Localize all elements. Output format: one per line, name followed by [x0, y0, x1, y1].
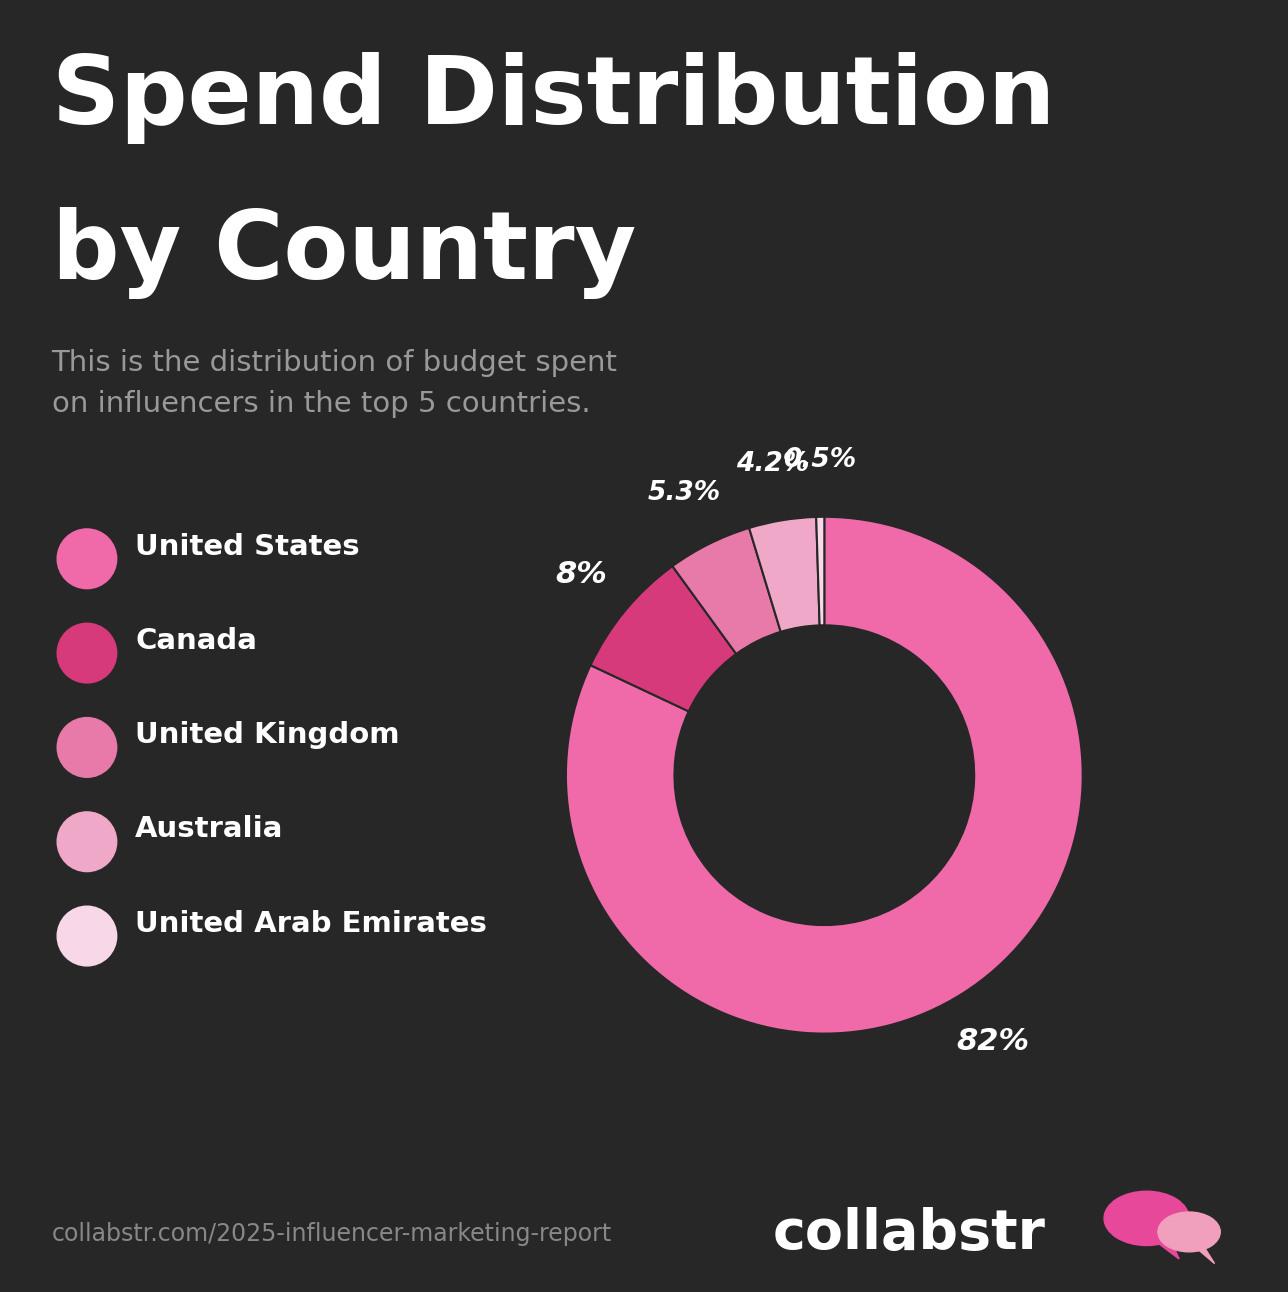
- Circle shape: [57, 906, 117, 966]
- Circle shape: [57, 717, 117, 778]
- Text: Canada: Canada: [135, 627, 258, 655]
- Text: 8%: 8%: [555, 559, 608, 589]
- Text: collabstr.com/2025-influencer-marketing-report: collabstr.com/2025-influencer-marketing-…: [52, 1222, 612, 1245]
- Text: 82%: 82%: [957, 1027, 1029, 1056]
- Circle shape: [57, 528, 117, 589]
- Text: This is the distribution of budget spent
on influencers in the top 5 countries.: This is the distribution of budget spent…: [52, 349, 617, 419]
- Text: collabstr: collabstr: [773, 1207, 1046, 1261]
- Wedge shape: [750, 517, 819, 632]
- Wedge shape: [565, 517, 1083, 1034]
- Circle shape: [1158, 1212, 1220, 1252]
- Text: Spend Distribution: Spend Distribution: [52, 52, 1055, 143]
- Text: United States: United States: [135, 532, 359, 561]
- Text: Australia: Australia: [135, 815, 283, 844]
- Polygon shape: [1155, 1236, 1180, 1258]
- Text: United Arab Emirates: United Arab Emirates: [135, 910, 487, 938]
- Text: by Country: by Country: [52, 207, 636, 298]
- Text: 4.2%: 4.2%: [737, 451, 810, 477]
- Text: United Kingdom: United Kingdom: [135, 721, 399, 749]
- Wedge shape: [817, 517, 824, 625]
- Circle shape: [57, 623, 117, 683]
- Circle shape: [1104, 1191, 1189, 1245]
- Text: 0.5%: 0.5%: [783, 447, 857, 473]
- Wedge shape: [590, 566, 737, 712]
- Text: 5.3%: 5.3%: [648, 479, 720, 506]
- Wedge shape: [672, 528, 781, 654]
- Polygon shape: [1198, 1245, 1215, 1264]
- Circle shape: [57, 811, 117, 872]
